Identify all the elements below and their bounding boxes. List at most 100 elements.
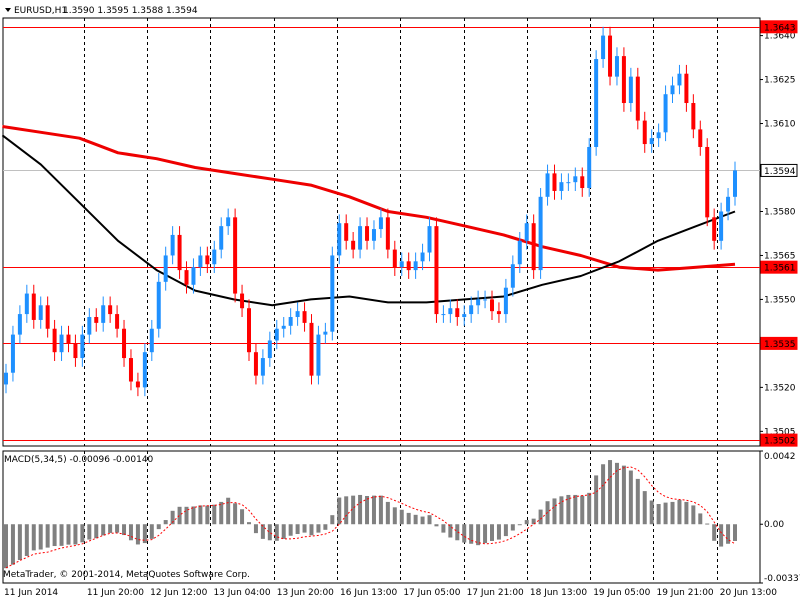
candle-body[interactable]: [371, 229, 376, 241]
candle-body[interactable]: [406, 261, 411, 271]
candle-body[interactable]: [684, 73, 689, 104]
candle-body[interactable]: [635, 76, 640, 121]
candle-body[interactable]: [455, 308, 460, 318]
candle-body[interactable]: [101, 305, 106, 323]
candle-body[interactable]: [205, 255, 210, 265]
candle-body[interactable]: [594, 59, 599, 147]
candle-body[interactable]: [52, 328, 57, 353]
candle-body[interactable]: [733, 170, 737, 197]
candle-body[interactable]: [483, 299, 488, 301]
candle-body[interactable]: [580, 176, 585, 189]
candle-body[interactable]: [302, 311, 307, 323]
candle-body[interactable]: [392, 249, 397, 268]
candle-body[interactable]: [524, 223, 529, 241]
candle-body[interactable]: [73, 343, 78, 359]
candle-body[interactable]: [413, 261, 418, 271]
candle-body[interactable]: [365, 226, 370, 241]
candle-body[interactable]: [149, 328, 154, 353]
candle-body[interactable]: [24, 293, 29, 315]
candle-body[interactable]: [517, 240, 522, 265]
candle-body[interactable]: [247, 308, 251, 353]
candle-body[interactable]: [177, 234, 182, 271]
candle-body[interactable]: [698, 129, 703, 147]
candle-body[interactable]: [476, 299, 481, 306]
candle-body[interactable]: [87, 317, 92, 335]
candle-body[interactable]: [122, 328, 127, 359]
candle-body[interactable]: [17, 314, 22, 335]
candle-body[interactable]: [4, 372, 8, 385]
candle-body[interactable]: [378, 217, 383, 230]
candle-body[interactable]: [240, 293, 245, 309]
candle-body[interactable]: [198, 255, 203, 268]
candle-body[interactable]: [108, 305, 113, 315]
symbol-menu-icon[interactable]: [5, 8, 11, 12]
candle-body[interactable]: [135, 381, 140, 388]
candle-body[interactable]: [496, 311, 501, 315]
candle-body[interactable]: [38, 305, 43, 320]
candle-body[interactable]: [184, 270, 189, 285]
candle-body[interactable]: [288, 317, 293, 326]
candle-body[interactable]: [441, 314, 446, 316]
candle-body[interactable]: [31, 293, 36, 320]
candle-body[interactable]: [649, 138, 654, 145]
candle-body[interactable]: [712, 217, 717, 241]
candle-body[interactable]: [281, 325, 286, 329]
candle-body[interactable]: [642, 120, 647, 145]
candle-body[interactable]: [337, 223, 342, 256]
candle-body[interactable]: [462, 314, 467, 318]
candle-body[interactable]: [163, 255, 168, 282]
candle-body[interactable]: [705, 146, 710, 218]
candle-body[interactable]: [80, 334, 85, 359]
candle-body[interactable]: [510, 264, 515, 288]
candle-body[interactable]: [448, 308, 453, 315]
candle-body[interactable]: [66, 334, 71, 344]
candle-body[interactable]: [608, 35, 613, 77]
candle-body[interactable]: [531, 223, 536, 271]
candle-body[interactable]: [170, 234, 175, 256]
candle-body[interactable]: [274, 328, 279, 341]
candle-body[interactable]: [420, 252, 425, 262]
candle-body[interactable]: [399, 261, 404, 268]
candle-body[interactable]: [59, 334, 64, 353]
candle-body[interactable]: [10, 334, 15, 373]
candle-body[interactable]: [538, 196, 543, 271]
candle-body[interactable]: [427, 226, 432, 253]
candle-body[interactable]: [316, 334, 321, 376]
candle-body[interactable]: [490, 299, 494, 312]
candle-body[interactable]: [670, 85, 675, 95]
candle-body[interactable]: [469, 305, 474, 315]
candle-body[interactable]: [503, 287, 508, 315]
candle-body[interactable]: [552, 173, 557, 191]
candle-body[interactable]: [233, 217, 238, 294]
candle-body[interactable]: [330, 255, 335, 332]
candle-body[interactable]: [128, 358, 133, 382]
candle-body[interactable]: [601, 35, 606, 60]
candle-body[interactable]: [267, 340, 272, 359]
candle-body[interactable]: [385, 217, 390, 250]
candle-body[interactable]: [677, 73, 682, 86]
candle-body[interactable]: [358, 226, 363, 250]
candle-body[interactable]: [212, 249, 217, 265]
candle-body[interactable]: [614, 56, 619, 77]
candle-body[interactable]: [191, 267, 196, 285]
candle-body[interactable]: [344, 223, 349, 241]
candle-body[interactable]: [351, 240, 356, 250]
candle-body[interactable]: [726, 196, 731, 212]
candle-body[interactable]: [323, 331, 328, 335]
candle-body[interactable]: [559, 182, 564, 191]
candle-body[interactable]: [691, 103, 696, 130]
candle-body[interactable]: [621, 56, 626, 104]
candle-body[interactable]: [434, 226, 439, 315]
candle-body[interactable]: [566, 182, 571, 184]
candle-body[interactable]: [573, 176, 578, 183]
candle-body[interactable]: [219, 226, 224, 250]
candle-body[interactable]: [587, 146, 592, 189]
candle-body[interactable]: [719, 211, 724, 241]
candle-body[interactable]: [226, 217, 231, 227]
candle-body[interactable]: [156, 281, 161, 329]
candle-body[interactable]: [628, 76, 633, 104]
candle-body[interactable]: [260, 358, 265, 376]
candle-body[interactable]: [309, 322, 314, 376]
candle-body[interactable]: [295, 311, 300, 318]
candle-body[interactable]: [253, 352, 258, 376]
